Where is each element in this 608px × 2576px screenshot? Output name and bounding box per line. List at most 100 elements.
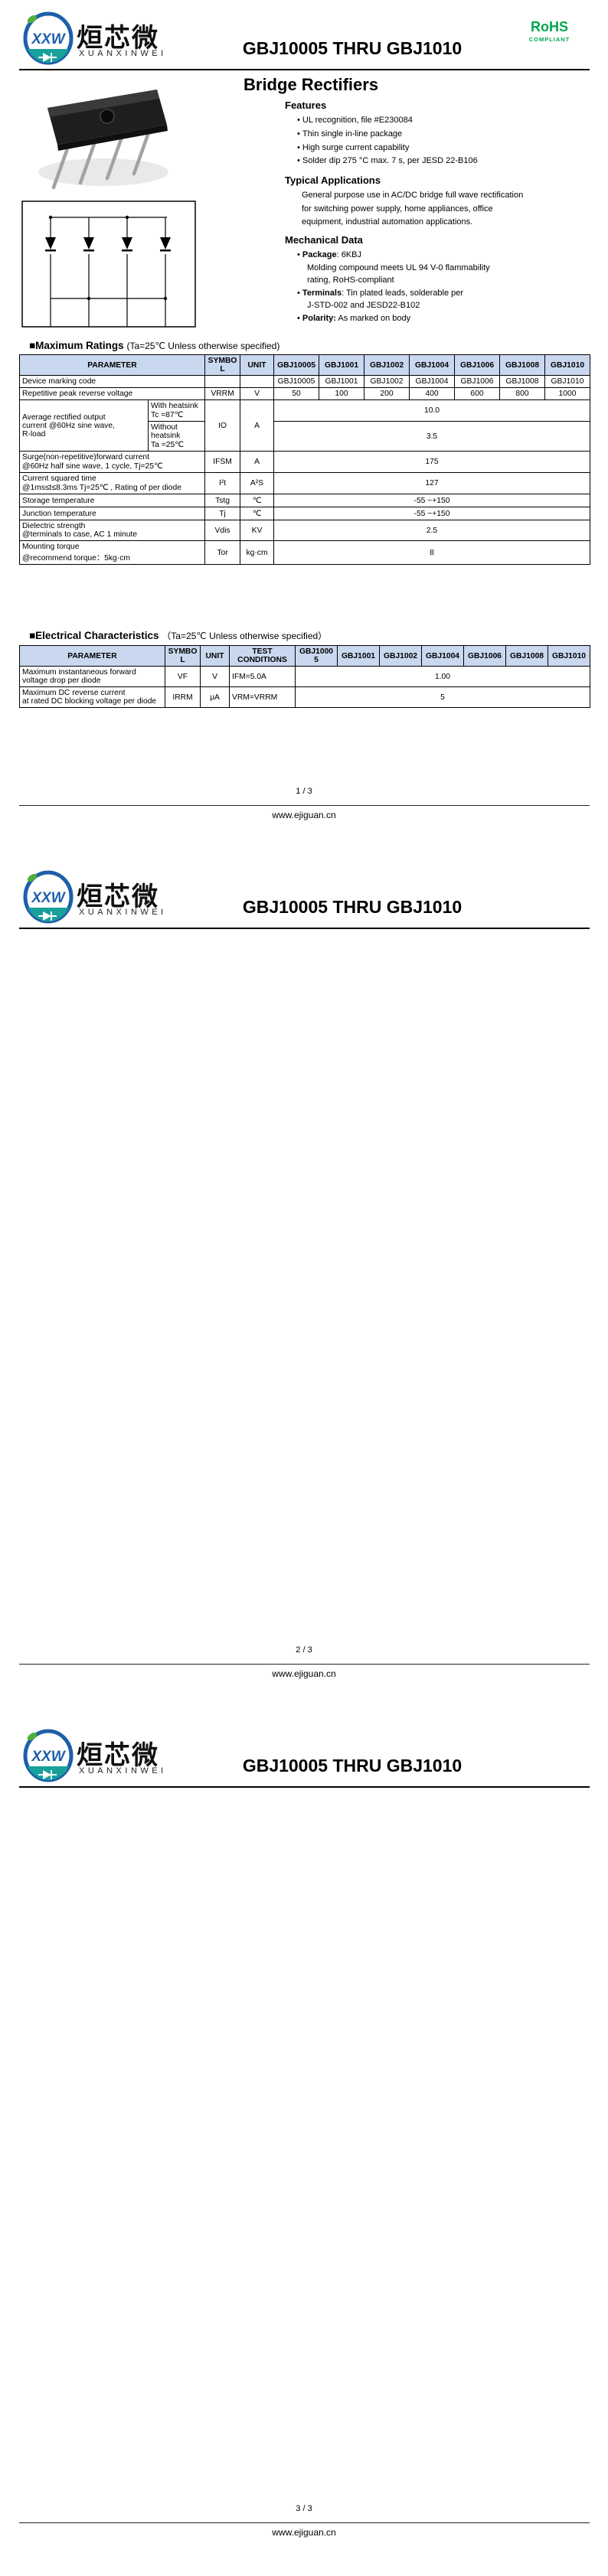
applications-text: General purpose use in AC/DC bridge full…: [302, 189, 523, 230]
max-ratings-table: PARAMETER SYMBOL UNIT GBJ10005 GBJ1001 GBJ100…: [18, 354, 591, 565]
cell: GBJ1008: [499, 375, 546, 388]
applications-heading: Typical Applications: [285, 174, 381, 186]
cell: GBJ10005: [273, 375, 320, 388]
application-line: General purpose use in AC/DC bridge full…: [302, 191, 524, 200]
product-title: Bridge Rectifiers: [244, 75, 379, 94]
logo-slot: XXW: [23, 9, 74, 67]
header-rule: [19, 928, 590, 929]
footer-rule: [19, 1664, 590, 1665]
cell: 50: [273, 387, 320, 400]
header-cell: GBJ1001: [319, 354, 365, 376]
cell: Repetitive peak reverse voltage: [18, 387, 206, 400]
logo-slot: XXW: [23, 868, 74, 926]
feature-item: Solder dip 275 °C max. 7 s, per JESD 22-…: [297, 155, 478, 168]
cell: VRRM: [204, 387, 241, 400]
cell: Junction temperature: [18, 507, 206, 520]
svg-text:XXW: XXW: [31, 1749, 66, 1765]
package-photo: [38, 90, 168, 190]
header-cell: GBJ1008: [505, 645, 548, 667]
cell: 2.5: [273, 520, 591, 541]
brand-english: XUANXINWEI: [79, 908, 167, 917]
cell: Tj: [204, 507, 241, 520]
cell: Maximum instantaneous forward voltage dr…: [19, 666, 165, 687]
brand-chinese: 烜芯微: [77, 1740, 159, 1771]
electrical-heading: ■Electrical Characteristics （Ta=25℃ Unle…: [29, 629, 327, 642]
cell: Device marking code: [18, 375, 206, 388]
company-logo-icon: XXW: [23, 11, 74, 65]
cell: [204, 375, 241, 388]
cell: VRM=VRRM: [229, 686, 296, 708]
brand-english: XUANXINWEI: [79, 49, 167, 58]
brand-chinese: 烜芯微: [77, 882, 159, 912]
header-cell: GBJ1010: [544, 354, 591, 376]
cell: 600: [454, 387, 501, 400]
brand-chinese: 烜芯微: [77, 23, 159, 54]
cell: Average rectified output current @60Hz s…: [19, 399, 149, 452]
header-rule: [19, 1786, 590, 1788]
cell: 100: [319, 387, 365, 400]
cell: 1.00: [295, 666, 590, 687]
cell: 10.0: [273, 399, 591, 422]
cell: GBJ1006: [454, 375, 501, 388]
cell: Mounting torque @recommend torque：5kg·cm: [18, 540, 206, 565]
header-cell: SYMBOL: [165, 645, 201, 667]
applications-section: Typical Applications General purpose use…: [285, 174, 523, 230]
company-logo-icon: XXW: [23, 1729, 74, 1782]
cell: GBJ1001: [319, 375, 365, 388]
header-rule: [19, 69, 590, 70]
rohs-label: RoHS: [531, 19, 568, 34]
page-number: 3 / 3: [296, 2504, 312, 2513]
cell: GBJ1002: [364, 375, 410, 388]
mechanical-item: • Package: 6KBJ: [297, 250, 361, 259]
application-line: equipment, industrial automation applica…: [302, 217, 473, 227]
electrical-heading-text: ■Electrical Characteristics: [29, 630, 159, 641]
electrical-table-container: PARAMETER SYMBOL UNIT TEST CONDITIONS GBJ100…: [19, 645, 590, 708]
mechanical-list: • Package: 6KBJ Molding compound meets UL…: [297, 249, 490, 324]
max-ratings-table-container: PARAMETER SYMBOL UNIT GBJ10005 GBJ1001 GBJ100…: [18, 354, 591, 565]
doc-title: GBJ10005 THRU GBJ1010: [242, 1756, 463, 1775]
datasheet-page-2: XXW 烜芯微 XUANXINWEI GBJ10005 THRU GBJ1010…: [0, 859, 608, 1717]
mechanical-heading: Mechanical Data: [285, 234, 363, 246]
header-cell: PARAMETER: [19, 645, 165, 667]
cell: V: [200, 666, 230, 687]
company-logo-icon: XXW: [23, 870, 74, 924]
rohs-compliant-label: COMPLIANT: [528, 36, 570, 43]
cell: VF: [165, 666, 201, 687]
doc-title: GBJ10005 THRU GBJ1010: [242, 897, 463, 917]
application-line: for switching power supply, home applian…: [302, 204, 493, 214]
footer-site: www.ejiguan.cn: [272, 810, 336, 820]
electrical-table: PARAMETER SYMBOL UNIT TEST CONDITIONS GBJ100…: [19, 645, 590, 708]
cell: -55 ~+150: [273, 494, 591, 507]
cell: I²t: [204, 472, 241, 494]
cell: ℃: [240, 507, 275, 520]
header-cell: GBJ1006: [454, 354, 501, 376]
cell: μA: [200, 686, 230, 708]
page-number: 1 / 3: [296, 787, 312, 796]
cell: A: [240, 451, 275, 473]
header-cell: UNIT: [200, 645, 230, 667]
header-cell: GBJ1006: [463, 645, 506, 667]
cell: GBJ1004: [409, 375, 456, 388]
header-cell: TEST CONDITIONS: [229, 645, 296, 667]
bridge-schematic: [21, 201, 196, 328]
cell: IFSM: [204, 451, 241, 473]
cell: With heatsink Tc =87℃: [147, 399, 206, 422]
cell: IRRM: [165, 686, 201, 708]
brand-english: XUANXINWEI: [79, 1766, 167, 1775]
cell: 200: [364, 387, 410, 400]
cell: GBJ1010: [544, 375, 591, 388]
cell: Vdis: [204, 520, 241, 541]
header-cell: GBJ1002: [379, 645, 422, 667]
footer-rule: [19, 2522, 590, 2523]
header-cell: GBJ1008: [499, 354, 546, 376]
logo-slot: XXW: [23, 1727, 74, 1785]
cell: 5: [295, 686, 590, 708]
header-cell: GBJ1001: [337, 645, 380, 667]
cell: 400: [409, 387, 456, 400]
header-cell: GBJ1010: [548, 645, 590, 667]
mechanical-item: rating, RoHS-compliant: [307, 276, 394, 285]
cell: KV: [240, 520, 275, 541]
mechanical-section: Mechanical Data • Package: 6KBJ Molding c…: [285, 234, 490, 324]
datasheet-page-3: XXW 烜芯微 XUANXINWEI GBJ10005 THRU GBJ1010…: [0, 1717, 608, 2576]
features-list: UL recognition, file #E230084Thin single…: [297, 114, 478, 168]
